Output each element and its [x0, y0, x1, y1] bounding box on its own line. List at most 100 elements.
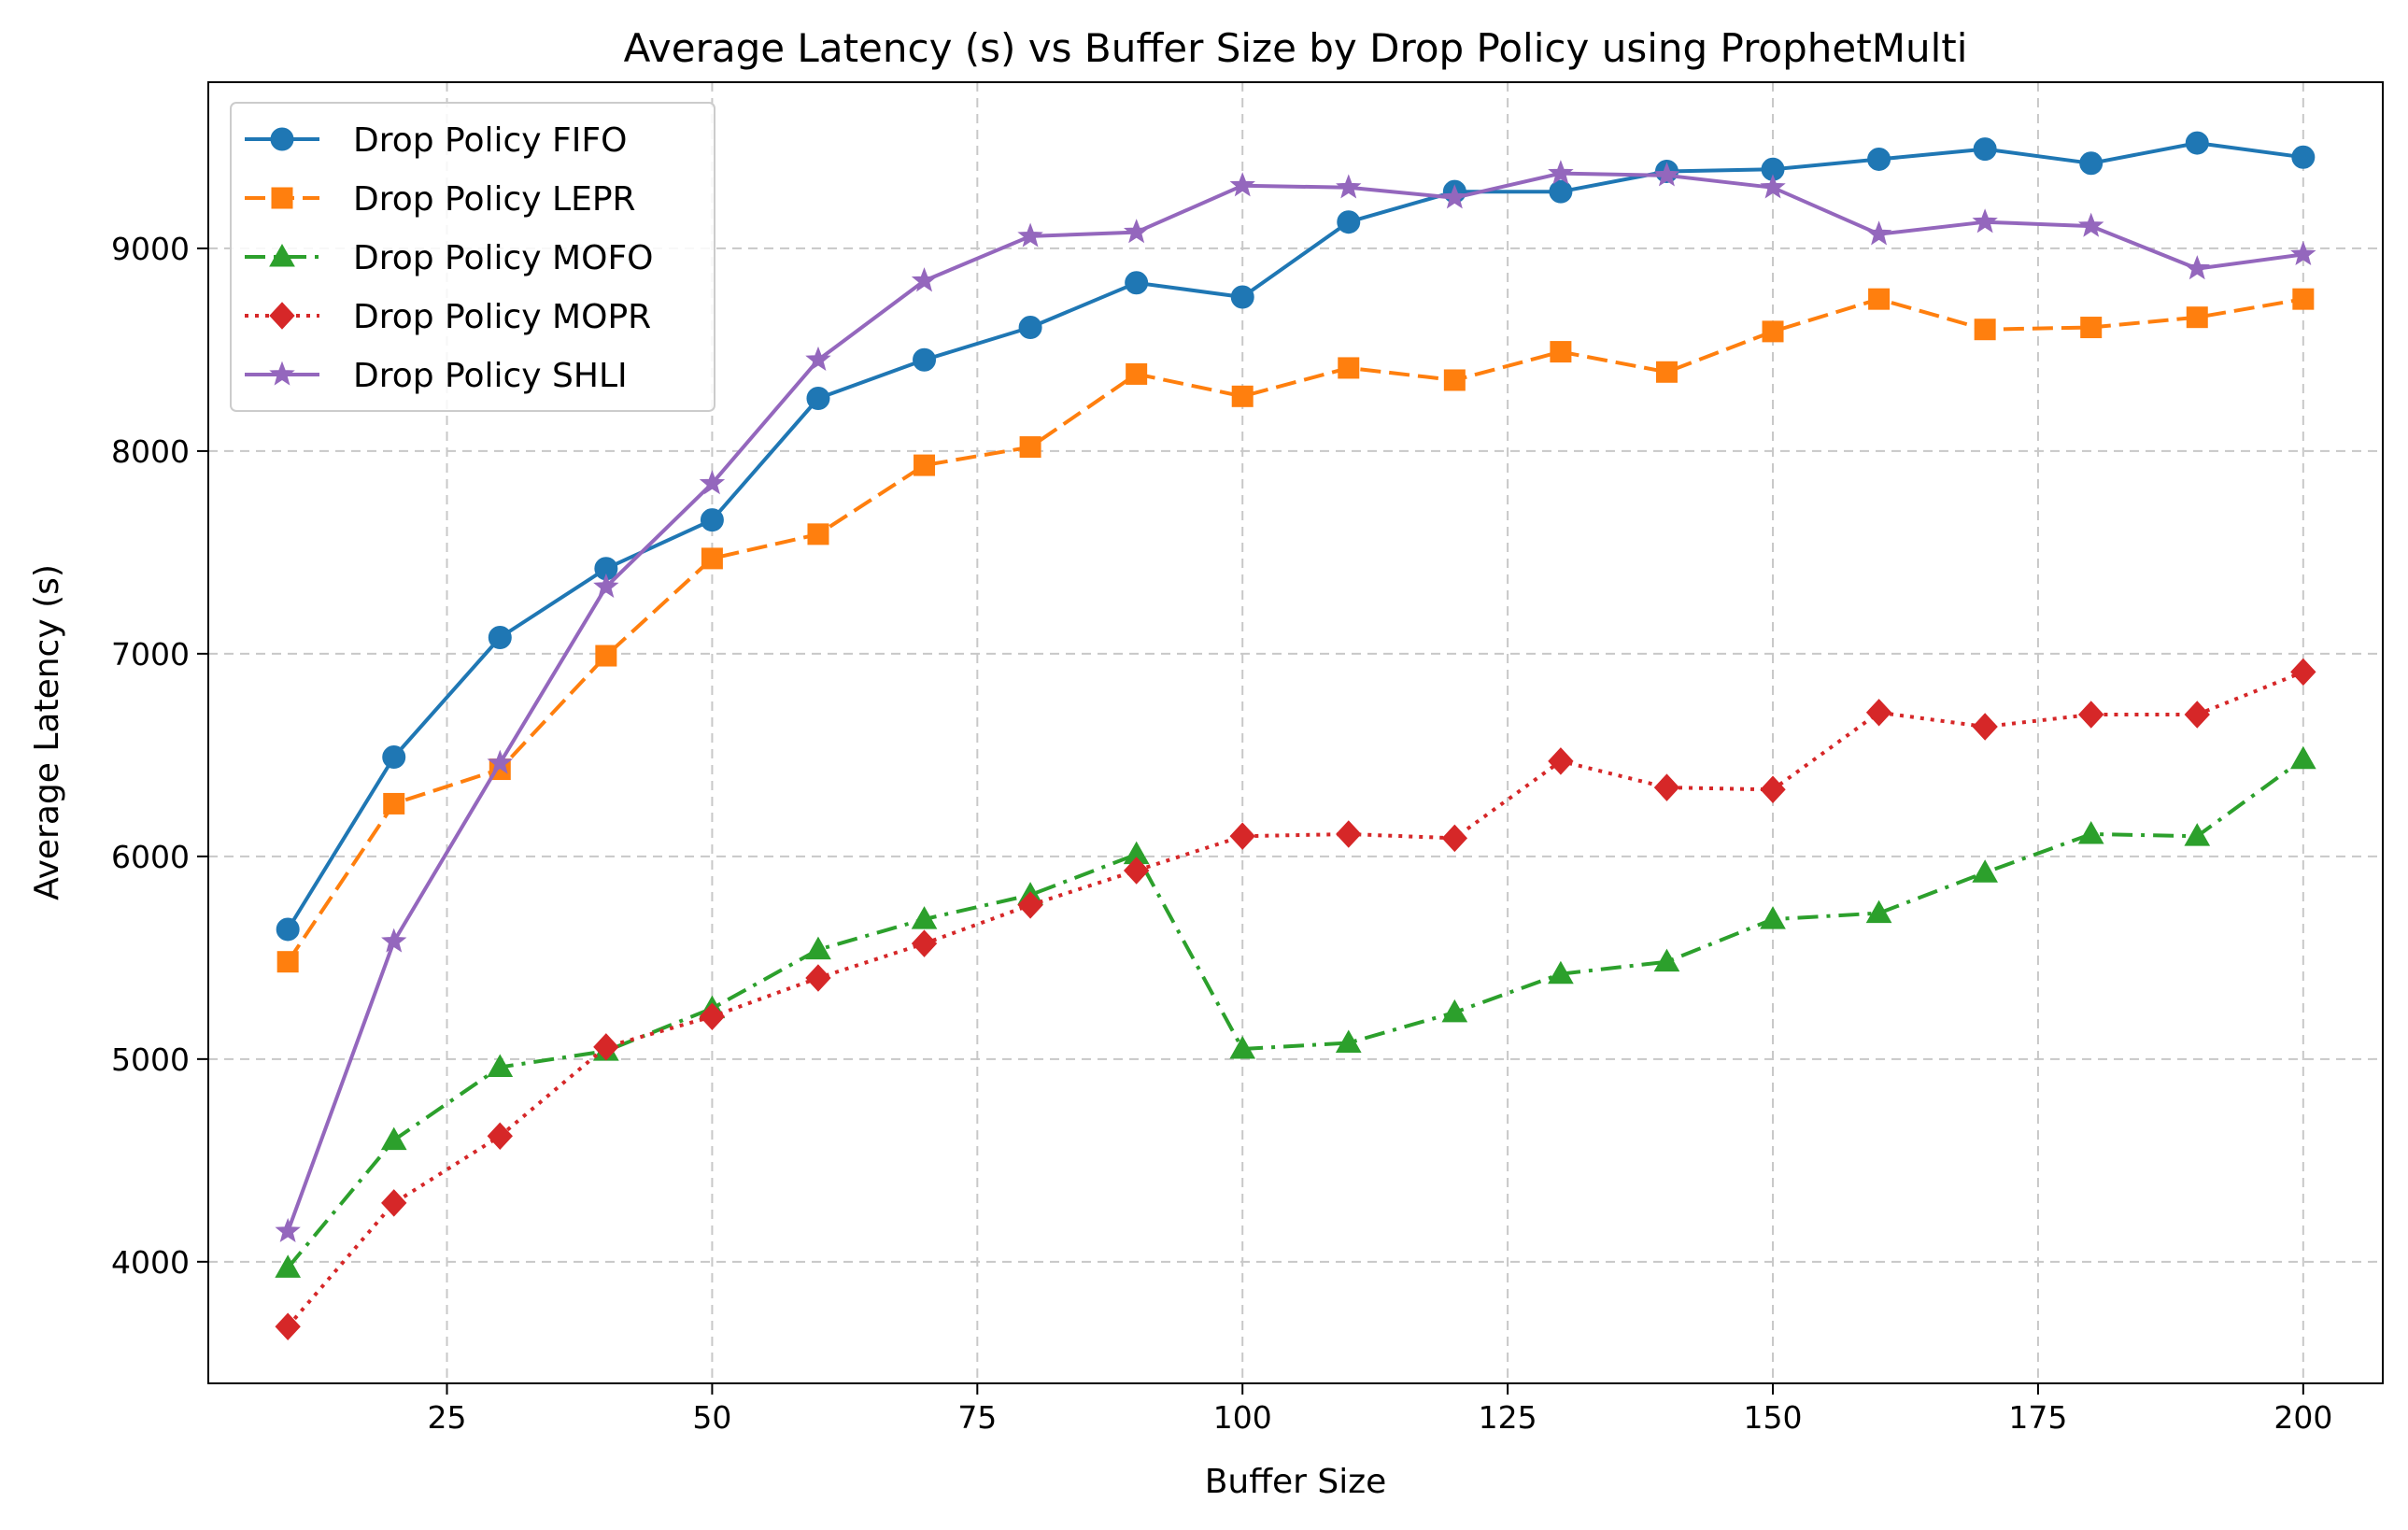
data-point	[1335, 1029, 1362, 1053]
data-point	[380, 1126, 407, 1151]
x-tick-label: 75	[957, 1399, 997, 1436]
data-point	[1126, 362, 1148, 385]
data-point	[1441, 184, 1468, 209]
series-drop-policy-mopr	[275, 658, 2316, 1340]
data-point	[1972, 713, 1998, 741]
x-tick-label: 200	[2273, 1399, 2332, 1436]
data-point	[1123, 857, 1150, 885]
legend-label: Drop Policy SHLI	[353, 357, 628, 395]
data-point	[381, 1189, 407, 1217]
x-axis-title: Buffer Size	[1205, 1463, 1387, 1501]
y-tick-label: 6000	[111, 839, 190, 875]
data-point	[487, 1054, 514, 1078]
data-point	[1123, 219, 1150, 244]
data-point	[1548, 747, 1574, 775]
y-axis-title: Average Latency (s)	[28, 564, 66, 900]
data-point	[1760, 775, 1786, 803]
legend-marker	[269, 302, 295, 330]
data-point	[806, 386, 830, 410]
data-point	[275, 1254, 302, 1278]
data-point	[699, 470, 726, 495]
legend-item: Drop Policy SHLI	[245, 357, 628, 395]
data-point	[1443, 369, 1466, 391]
data-point	[2077, 212, 2104, 237]
data-point	[1972, 208, 1998, 234]
data-point	[1972, 859, 1999, 883]
data-point	[1229, 822, 1255, 850]
data-point	[381, 928, 407, 953]
y-tick-label: 9000	[111, 231, 190, 267]
data-point	[805, 964, 831, 992]
data-point	[1760, 174, 1786, 199]
data-point	[1441, 999, 1468, 1023]
x-axis: 25 50 75 100 125 150 175 200	[428, 1383, 2332, 1436]
data-point	[911, 906, 938, 929]
data-point	[2079, 151, 2103, 176]
legend: Drop Policy FIFO Drop Policy LEPR Drop Pol…	[230, 102, 715, 412]
data-point	[2292, 288, 2315, 310]
data-point	[2290, 658, 2316, 687]
data-point	[276, 917, 300, 942]
data-point	[1865, 900, 1892, 924]
data-point	[275, 1312, 301, 1340]
data-point	[807, 523, 829, 545]
data-point	[1653, 773, 1680, 801]
series-drop-policy-lepr	[276, 288, 2315, 973]
data-point	[1229, 1035, 1256, 1059]
legend-marker	[269, 361, 295, 386]
series-line	[286, 141, 2304, 931]
legend-label: Drop Policy LEPR	[353, 180, 636, 219]
plot-frame	[207, 81, 2384, 1384]
data-point	[1867, 147, 1891, 171]
data-point	[2184, 823, 2211, 846]
legend-label: Drop Policy FIFO	[353, 121, 627, 160]
x-tick-label: 50	[692, 1399, 731, 1436]
data-point	[2078, 701, 2104, 729]
data-point	[2289, 745, 2316, 770]
legend-marker	[270, 127, 294, 151]
data-point	[2077, 820, 2104, 844]
data-point	[914, 454, 936, 476]
data-point	[593, 573, 619, 598]
data-point	[2290, 240, 2316, 266]
data-point	[1125, 271, 1149, 295]
data-point	[275, 1217, 301, 1242]
data-point	[1762, 320, 1784, 343]
data-point	[699, 1002, 726, 1031]
data-point	[1865, 699, 1892, 727]
data-point	[1336, 820, 1362, 848]
series-line	[286, 297, 2304, 963]
chart-title: Average Latency (s) vs Buffer Size by Dr…	[624, 25, 1968, 71]
data-point	[2080, 317, 2103, 339]
data-point	[1974, 319, 1996, 341]
data-point	[1760, 906, 1786, 929]
legend-label: Drop Policy MOPR	[353, 298, 651, 336]
data-point	[1548, 960, 1574, 985]
x-tick-label: 100	[1213, 1399, 1272, 1436]
data-point	[593, 1033, 619, 1061]
data-point	[1338, 357, 1360, 379]
data-point	[1549, 179, 1573, 204]
data-point	[1229, 172, 1255, 197]
legend-label: Drop Policy MOFO	[353, 239, 654, 277]
data-point	[1548, 160, 1574, 185]
data-point	[701, 547, 723, 570]
data-point	[488, 626, 512, 650]
data-point	[1653, 162, 1680, 187]
y-tick-label: 8000	[111, 433, 190, 470]
data-point	[2186, 306, 2208, 329]
data-point	[1441, 824, 1468, 853]
data-point	[1231, 385, 1254, 407]
data-point	[1655, 361, 1678, 383]
y-tick-label: 4000	[111, 1244, 190, 1281]
data-point	[383, 792, 405, 815]
y-tick-label: 7000	[111, 636, 190, 673]
data-point	[1653, 948, 1680, 972]
legend-marker	[271, 187, 293, 209]
legend-item: Drop Policy MOFO	[245, 239, 654, 277]
data-point	[276, 951, 299, 973]
data-point	[1337, 210, 1361, 234]
data-point	[2185, 131, 2209, 155]
data-point	[1865, 220, 1892, 246]
